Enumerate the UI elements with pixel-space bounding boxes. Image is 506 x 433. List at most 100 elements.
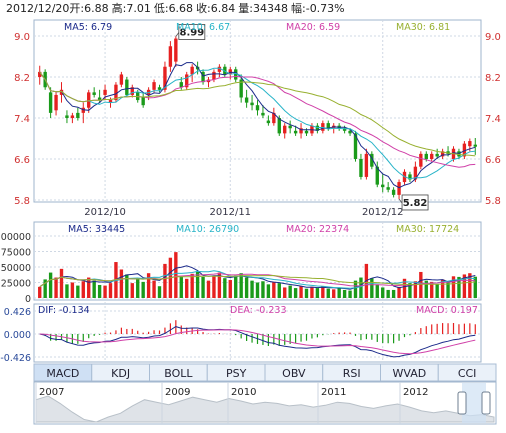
navigator-handle[interactable] — [457, 391, 467, 415]
volume-y-tick: 100000 — [0, 232, 31, 243]
price-y-tick-right: 7.4 — [485, 114, 501, 125]
volume-bar — [76, 285, 80, 298]
volume-bar — [288, 285, 292, 298]
ma10-line — [39, 67, 476, 180]
candle-body — [370, 153, 374, 167]
candle-body — [304, 130, 309, 134]
volume-bar — [299, 286, 303, 298]
dea-line — [39, 329, 476, 355]
candle-body — [163, 66, 167, 90]
volume-bar — [266, 284, 271, 298]
volume-bar — [381, 287, 385, 298]
candle-body — [234, 69, 238, 80]
legend-label: DIF: -0.134 — [38, 305, 90, 316]
volume-bar — [174, 252, 178, 298]
navigator-handle[interactable] — [481, 391, 491, 415]
legend-label: MA10: 26790 — [176, 224, 239, 235]
volume-bar — [201, 276, 205, 298]
macd-y-tick: 0.426 — [4, 307, 31, 318]
indicator-tab-bar: MACD KDJ BOLL PSY OBV RSI WVAD CCI — [33, 363, 497, 382]
price-y-tick-right: 9.0 — [485, 32, 501, 43]
volume-bar — [163, 263, 167, 298]
indicator-tab-label: PSY — [226, 367, 247, 380]
header-date: 2012/12/20 — [6, 2, 69, 15]
candle-body — [141, 97, 145, 106]
volume-bar — [157, 286, 162, 298]
volume-bar — [321, 286, 325, 298]
header-low: 6.68 — [169, 2, 194, 15]
volume-bar — [136, 279, 140, 298]
candle-body — [250, 102, 254, 106]
price-y-tick-right: 5.8 — [485, 196, 501, 207]
volume-bar — [473, 276, 477, 298]
annotation-label: 5.82 — [403, 198, 428, 209]
candle-body — [462, 143, 467, 157]
volume-bar — [103, 285, 107, 298]
volume-bar — [146, 273, 151, 298]
candle-body — [185, 74, 189, 88]
volume-bar — [70, 282, 75, 298]
volume-bar — [195, 271, 200, 298]
navigator-year-label: 2010 — [231, 387, 256, 398]
volume-bar — [43, 279, 47, 298]
volume-bar — [413, 281, 418, 298]
candle-body — [348, 130, 352, 134]
volume-bar — [435, 284, 439, 298]
candle-body — [103, 89, 107, 95]
volume-bar — [92, 280, 96, 298]
volume-bar — [212, 276, 216, 298]
candle-body — [397, 182, 401, 195]
price-y-tick-left: 7.4 — [14, 114, 30, 125]
candle-body — [179, 82, 183, 88]
volume-bar — [430, 281, 434, 298]
volume-bar — [304, 288, 309, 298]
candle-body — [212, 71, 216, 80]
volume-bar — [348, 290, 352, 298]
legend-label: MA30: 6.81 — [396, 22, 450, 33]
navigator-area — [35, 395, 495, 423]
header-change: -0.73% — [306, 2, 345, 15]
navigator-year-label: 2012 — [403, 387, 428, 398]
volume-ma10-line — [39, 270, 476, 289]
volume-bar — [315, 288, 320, 298]
volume-bar — [255, 282, 260, 298]
header-volume: 34348 — [253, 2, 288, 15]
volume-bar — [81, 281, 85, 298]
volume-y-tick: 50000 — [1, 263, 31, 274]
indicator-tab-cci[interactable] — [437, 363, 497, 382]
volume-bar — [97, 284, 102, 298]
candle-body — [125, 79, 129, 95]
header-open: 6.88 — [84, 2, 109, 15]
volume-bar — [337, 288, 341, 298]
candle-body — [381, 184, 385, 188]
volume-bar — [353, 280, 358, 298]
volume-bar — [272, 281, 276, 298]
candle-body — [342, 128, 347, 131]
candle-body — [92, 92, 96, 95]
volume-bar — [114, 262, 118, 298]
macd-panel — [33, 303, 482, 363]
volume-bar — [119, 269, 124, 298]
candle-body — [168, 46, 173, 67]
volume-bar — [217, 272, 222, 298]
indicator-tab-label: RSI — [343, 367, 361, 380]
candle-body — [70, 115, 75, 118]
candle-body — [272, 112, 276, 124]
volume-bar — [342, 289, 347, 298]
candle-body — [130, 87, 134, 95]
volume-bar — [125, 274, 129, 298]
candle-body — [408, 174, 412, 180]
candle-body — [54, 94, 58, 111]
candle-body — [48, 92, 53, 113]
indicator-tab-label: BOLL — [164, 367, 193, 380]
candle-body — [217, 66, 222, 72]
volume-bar — [277, 283, 281, 298]
indicator-tab-label: KDJ — [111, 367, 130, 380]
volume-y-tick: 25000 — [1, 279, 31, 290]
candle-body — [228, 69, 232, 75]
header-quote: 2012/12/20开:6.88 高:7.01 低:6.68 收:6.84 量:3434… — [6, 1, 345, 15]
navigator-year-label: 2011 — [321, 387, 346, 398]
candle-body — [239, 79, 243, 98]
volume-bar — [141, 281, 145, 298]
